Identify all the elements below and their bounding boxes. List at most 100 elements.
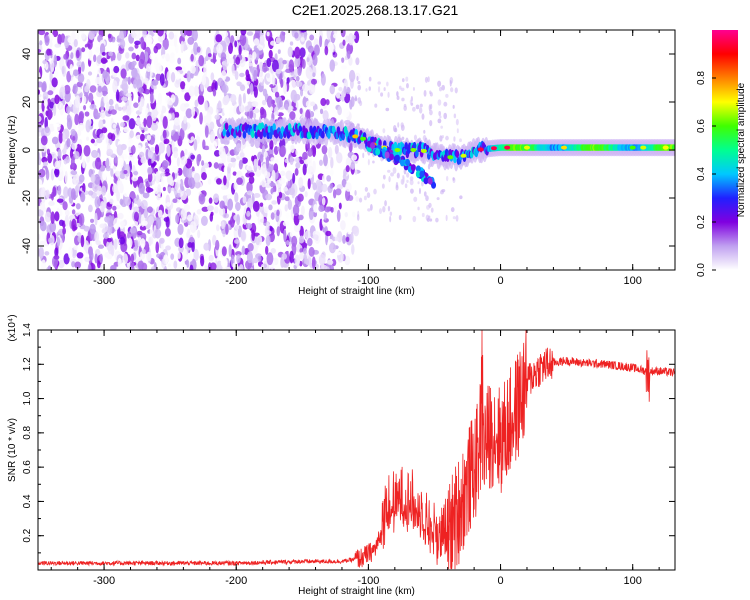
- noise-blob: [248, 62, 253, 67]
- noise-blob: [291, 235, 298, 247]
- noise-blob: [230, 93, 237, 104]
- noise-blob: [88, 204, 93, 213]
- noise-blob: [364, 187, 369, 192]
- noise-blob: [127, 138, 134, 148]
- noise-blob: [155, 241, 160, 254]
- noise-blob: [39, 220, 47, 232]
- noise-blob: [135, 134, 142, 141]
- noise-blob: [259, 153, 264, 163]
- noise-blob: [323, 212, 327, 221]
- noise-blob: [103, 93, 109, 105]
- noise-blob: [193, 85, 199, 97]
- noise-blob: [385, 107, 390, 112]
- noise-blob: [270, 212, 275, 220]
- noise-blob: [238, 264, 244, 270]
- noise-blob: [321, 264, 328, 270]
- noise-blob: [229, 157, 237, 163]
- noise-blob: [140, 163, 148, 176]
- noise-blob: [51, 136, 59, 145]
- noise-blob: [428, 215, 431, 219]
- noise-blob: [83, 104, 87, 111]
- noise-blob: [80, 192, 86, 203]
- branch-blob: [427, 177, 433, 185]
- noise-blob: [415, 104, 420, 110]
- noise-blob: [161, 258, 166, 269]
- noise-blob: [146, 34, 154, 47]
- noise-blob: [308, 83, 316, 95]
- noise-blob: [93, 173, 101, 185]
- noise-blob: [133, 102, 139, 108]
- noise-blob: [453, 136, 456, 142]
- noise-blob: [334, 144, 339, 155]
- noise-blob: [228, 107, 235, 119]
- noise-blob: [56, 198, 64, 203]
- noise-blob: [260, 108, 267, 121]
- noise-blob: [404, 183, 408, 189]
- noise-blob: [373, 188, 377, 195]
- noise-blob: [270, 248, 276, 254]
- noise-blob: [406, 172, 410, 178]
- noise-blob: [240, 231, 246, 241]
- signal-peak: [410, 148, 417, 152]
- noise-blob: [261, 179, 267, 188]
- noise-blob: [38, 178, 43, 189]
- noise-blob: [252, 112, 257, 119]
- noise-blob: [239, 84, 246, 92]
- noise-blob: [326, 259, 334, 265]
- noise-blob: [439, 135, 443, 142]
- noise-blob: [166, 71, 171, 82]
- noise-blob: [133, 171, 139, 176]
- noise-blob: [122, 253, 129, 265]
- noise-blob: [143, 51, 149, 63]
- noise-blob: [96, 54, 103, 64]
- noise-blob: [97, 244, 105, 249]
- noise-blob: [455, 118, 459, 126]
- noise-blob: [276, 226, 281, 237]
- noise-blob: [163, 239, 171, 246]
- noise-blob: [143, 127, 148, 132]
- noise-blob: [265, 235, 271, 247]
- noise-blob: [101, 127, 108, 134]
- noise-blob: [39, 40, 43, 46]
- noise-blob: [105, 157, 110, 169]
- noise-blob: [329, 264, 335, 270]
- noise-blob: [87, 39, 93, 50]
- noise-blob: [417, 181, 420, 185]
- noise-blob: [308, 207, 314, 220]
- noise-blob: [106, 253, 113, 260]
- noise-blob: [94, 231, 100, 243]
- noise-blob: [346, 50, 351, 59]
- noise-blob: [210, 58, 217, 63]
- colorbar-label: Normalized spectral amplitude: [736, 82, 747, 217]
- noise-blob: [50, 191, 54, 201]
- noise-blob: [294, 168, 299, 176]
- noise-blob: [115, 89, 120, 102]
- x-tick-label: -100: [357, 575, 379, 587]
- noise-blob: [78, 110, 85, 121]
- noise-blob: [209, 262, 217, 270]
- noise-blob: [173, 260, 178, 269]
- noise-blob: [191, 106, 196, 117]
- noise-blob: [158, 142, 165, 154]
- noise-blob: [232, 171, 237, 176]
- noise-blob: [209, 121, 215, 130]
- noise-blob: [46, 48, 51, 56]
- noise-blob: [356, 214, 360, 221]
- noise-blob: [108, 51, 114, 57]
- branch-blob: [405, 158, 411, 166]
- noise-blob: [273, 111, 279, 116]
- noise-blob: [419, 103, 423, 108]
- noise-blob: [177, 57, 182, 65]
- noise-blob: [325, 80, 333, 85]
- noise-blob: [298, 235, 305, 244]
- y-tick-label: 0.2: [22, 528, 33, 542]
- noise-blob: [341, 90, 345, 102]
- noise-blob: [308, 246, 315, 257]
- noise-blob: [203, 115, 207, 124]
- noise-blob: [401, 136, 405, 141]
- noise-blob: [180, 156, 188, 166]
- noise-blob: [162, 116, 168, 129]
- noise-blob: [268, 49, 273, 59]
- noise-blob: [84, 256, 91, 262]
